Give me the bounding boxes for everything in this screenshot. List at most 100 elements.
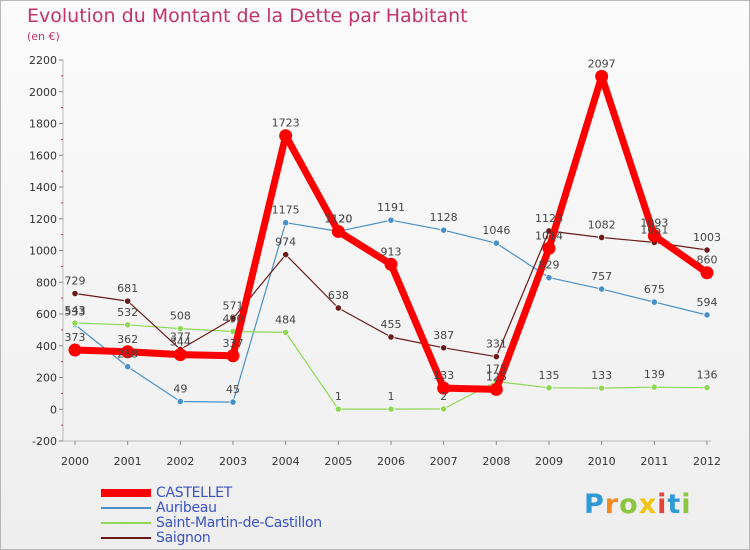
data-label: 594 — [697, 296, 718, 309]
data-label: 829 — [539, 259, 560, 272]
data-point — [68, 343, 82, 357]
y-tick-label: 200 — [36, 372, 57, 385]
data-label: 1082 — [588, 218, 616, 231]
data-point — [598, 233, 606, 242]
data-point — [282, 219, 290, 227]
data-label: 1 — [335, 390, 342, 403]
data-label: 508 — [170, 310, 191, 323]
legend-swatch — [101, 489, 151, 497]
data-label: 139 — [644, 368, 665, 381]
data-label: 1046 — [482, 224, 510, 237]
data-label: 125 — [486, 370, 507, 383]
data-label: 1120 — [324, 212, 352, 225]
data-label: 1 — [388, 390, 395, 403]
logo-letter: i — [681, 489, 692, 520]
logo-letter: o — [619, 489, 639, 520]
x-tick-label: 2006 — [377, 455, 405, 468]
x-tick-label: 2012 — [693, 455, 721, 468]
data-point — [176, 325, 184, 333]
data-label: 331 — [486, 338, 507, 351]
data-point — [650, 298, 658, 306]
data-point — [282, 328, 290, 337]
legend-swatch — [101, 537, 151, 539]
y-tick-label: 2200 — [29, 54, 57, 67]
data-label: 484 — [275, 313, 296, 326]
series-castellet — [68, 69, 714, 396]
data-label: 490 — [223, 312, 244, 325]
data-label: 49 — [173, 382, 187, 395]
logo-letter: r — [604, 489, 620, 520]
data-point — [334, 405, 342, 413]
logo-letter: x — [638, 489, 658, 520]
x-tick-label: 2004 — [272, 455, 300, 468]
data-label: 387 — [433, 329, 454, 342]
data-point — [387, 333, 395, 341]
data-label: 1120 — [324, 212, 352, 225]
data-point — [545, 384, 553, 392]
data-label: 638 — [328, 289, 349, 302]
x-tick-label: 2003 — [219, 455, 247, 468]
data-label: 377 — [170, 330, 191, 343]
x-tick-label: 2010 — [588, 455, 616, 468]
data-label: 532 — [117, 306, 138, 319]
data-point — [279, 129, 293, 143]
data-label: 175 — [486, 362, 507, 375]
data-label: 1003 — [693, 231, 721, 244]
data-point — [229, 398, 237, 406]
data-point — [226, 349, 240, 363]
data-point — [647, 229, 661, 243]
data-label: 675 — [644, 283, 665, 296]
y-tick-label: 1400 — [29, 181, 57, 194]
legend-label: Saint-Martin-de-Castillon — [156, 515, 322, 531]
data-point — [334, 304, 342, 312]
data-label: 337 — [223, 337, 244, 350]
data-point — [440, 405, 448, 413]
data-point — [492, 353, 500, 361]
data-point — [492, 239, 500, 247]
data-label: 133 — [591, 369, 612, 382]
data-label: 860 — [697, 254, 718, 267]
data-label: 571 — [223, 300, 244, 313]
data-point — [387, 216, 395, 224]
data-point — [595, 69, 609, 83]
y-tick-label: 800 — [36, 276, 57, 289]
data-point — [440, 226, 448, 234]
data-point — [650, 383, 658, 391]
y-tick-label: 1000 — [29, 245, 57, 258]
y-tick-label: -200 — [32, 435, 57, 448]
data-label: 1723 — [272, 117, 300, 130]
data-label: 455 — [381, 318, 402, 331]
data-point — [384, 257, 398, 271]
data-point — [71, 289, 79, 298]
legend-label: CASTELLET — [156, 485, 232, 501]
data-label: 136 — [697, 369, 718, 382]
data-label: 1014 — [535, 229, 563, 242]
x-tick-label: 2009 — [535, 455, 563, 468]
data-label: 1191 — [377, 201, 405, 214]
y-tick-label: 400 — [36, 340, 57, 353]
value-labels: 373 362 344 337 1723 1120 913 133 125 1014 2097 109… — [65, 57, 718, 383]
y-tick-label: 2000 — [29, 86, 57, 99]
data-label: 681 — [117, 282, 138, 295]
data-point — [331, 224, 345, 238]
data-point — [489, 382, 503, 396]
data-point — [703, 311, 711, 319]
data-label: 543 — [65, 304, 86, 317]
x-tick-label: 2007 — [430, 455, 458, 468]
logo-letter: t — [667, 489, 682, 520]
value-labels: 533 268 49 45 1175 1120 1191 1128 1046 829 757 675 5… — [65, 201, 718, 396]
data-label: 1051 — [640, 223, 668, 236]
data-point — [121, 345, 135, 359]
data-label: 1128 — [430, 211, 458, 224]
data-label: 1093 — [640, 217, 668, 230]
data-point — [703, 246, 711, 254]
data-point — [700, 266, 714, 280]
legend-swatch — [101, 507, 151, 509]
data-label: 533 — [65, 306, 86, 319]
chart-title: Evolution du Montant de la Dette par Hab… — [27, 5, 468, 27]
legend-swatch — [101, 522, 151, 524]
data-point — [542, 241, 556, 255]
